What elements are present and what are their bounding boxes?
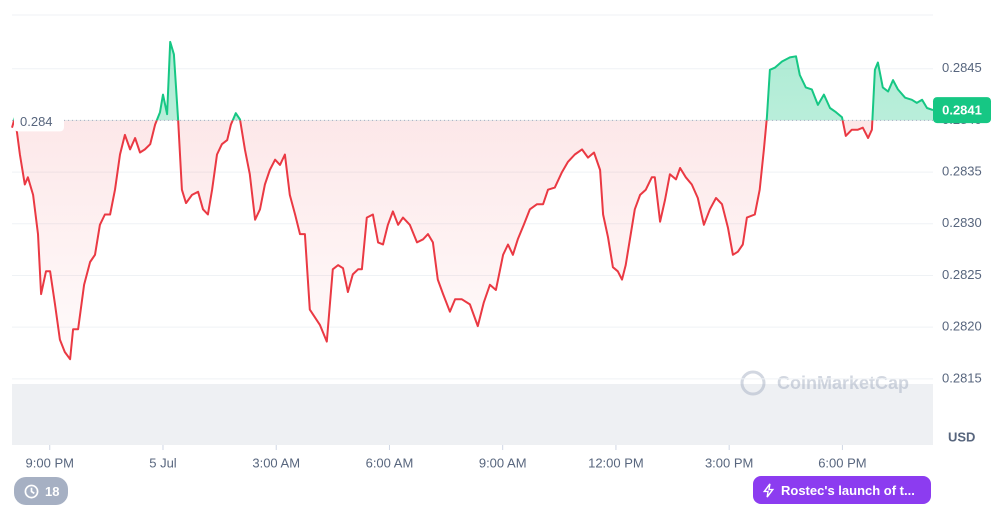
x-tick-label: 9:00 AM <box>479 455 527 470</box>
y-tick-label: 0.2825 <box>942 267 982 282</box>
y-tick-label: 0.2845 <box>942 60 982 75</box>
y-tick-label: 0.2830 <box>942 215 982 230</box>
baseline-label-bg <box>14 109 64 132</box>
watermark-text: CoinMarketCap <box>777 373 909 393</box>
news-button[interactable]: Rostec's launch of t... <box>753 476 931 504</box>
history-count: 18 <box>45 483 60 499</box>
baseline-label: 0.284 <box>20 114 53 129</box>
x-tick-label: 5 Jul <box>149 455 177 470</box>
bolt-icon <box>763 483 775 497</box>
history-button[interactable]: 18 <box>14 477 68 505</box>
price-line-up <box>13 40 934 121</box>
x-tick-label: 12:00 PM <box>588 455 644 470</box>
currency-label: USD <box>948 429 975 444</box>
y-tick-label: 0.2835 <box>942 164 982 179</box>
x-tick-label: 9:00 PM <box>26 455 74 470</box>
y-tick-label: 0.2820 <box>942 319 982 334</box>
price-line-down <box>11 120 874 361</box>
y-tick-label: 0.2815 <box>942 370 982 385</box>
volume-area <box>12 384 933 445</box>
x-tick-label: 6:00 AM <box>366 455 414 470</box>
news-text: Rostec's launch of t... <box>781 482 915 498</box>
current-price-badge <box>933 97 991 124</box>
x-tick-label: 3:00 PM <box>705 455 753 470</box>
current-price-label: 0.2841 <box>942 103 982 118</box>
area-down <box>12 120 933 360</box>
x-tick-label: 6:00 PM <box>818 455 866 470</box>
x-tick-label: 3:00 AM <box>252 455 300 470</box>
watermark: CoinMarketCap <box>740 370 909 396</box>
clock-icon <box>24 484 39 498</box>
